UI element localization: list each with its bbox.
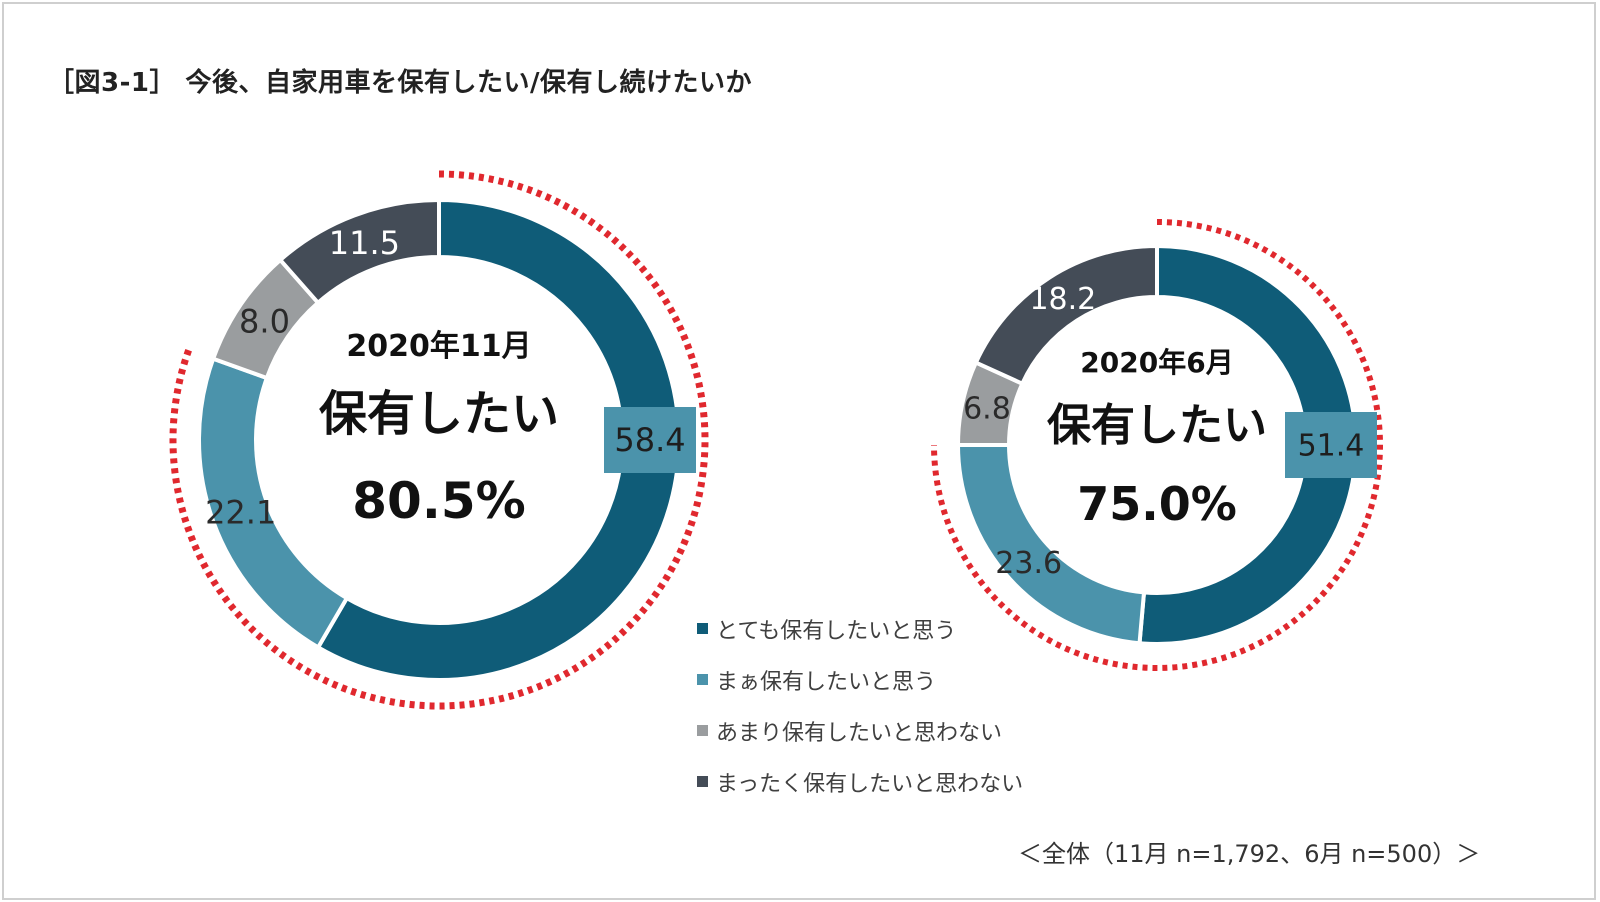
legend-label: とても保有したいと思う <box>716 618 957 644</box>
data-label: 23.6 <box>995 546 1062 581</box>
legend-item-very-much: とても保有したいと思う <box>697 603 1023 654</box>
data-label: 11.5 <box>329 224 400 262</box>
data-label-box <box>1285 412 1377 478</box>
legend-swatch <box>697 674 708 685</box>
legend: とても保有したいと思う まぁ保有したいと思う あまり保有したいと思わない まった… <box>697 603 1023 807</box>
center-total: 80.5% <box>352 472 525 530</box>
legend-label: まったく保有したいと思わない <box>716 771 1024 797</box>
donut-slice-not-at-all <box>973 243 1159 387</box>
legend-swatch <box>697 623 708 634</box>
data-label: 6.8 <box>963 392 1011 427</box>
chart-title: ［図3-1］ 今後、自家用車を保有したい/保有し続けたいか <box>48 68 753 98</box>
center-heading: 保有したい <box>1047 400 1267 451</box>
legend-item-somewhat: まぁ保有したいと思う <box>697 654 1023 705</box>
donut-slice-very-much <box>315 197 681 682</box>
highlight-arc-1 <box>931 219 1383 671</box>
legend-item-not-at-all: まったく保有したいと思わない <box>697 756 1023 807</box>
legend-label: あまり保有したいと思わない <box>716 720 1003 746</box>
donut-slice-not-at-all <box>277 197 441 306</box>
center-heading: 保有したい <box>319 386 559 442</box>
center-period: 2020年11月 <box>346 329 531 364</box>
data-label: 18.2 <box>1029 282 1096 317</box>
legend-item-not-much: あまり保有したいと思わない <box>697 705 1023 756</box>
legend-swatch <box>697 725 708 736</box>
data-label: 51.4 <box>1298 429 1365 464</box>
data-label: 22.1 <box>205 493 276 531</box>
legend-label: まぁ保有したいと思う <box>716 669 937 695</box>
center-period: 2020年6月 <box>1080 346 1233 379</box>
sample-size-note: ＜全体（11月 n=1,792、6月 n=500）＞ <box>1018 840 1481 868</box>
data-label: 8.0 <box>239 303 290 341</box>
data-label: 58.4 <box>614 421 685 459</box>
legend-swatch <box>697 776 708 787</box>
donut-slice-very-much <box>1137 243 1358 646</box>
data-label-box <box>604 407 696 473</box>
center-total: 75.0% <box>1077 477 1237 531</box>
highlight-arc-0 <box>169 170 709 710</box>
